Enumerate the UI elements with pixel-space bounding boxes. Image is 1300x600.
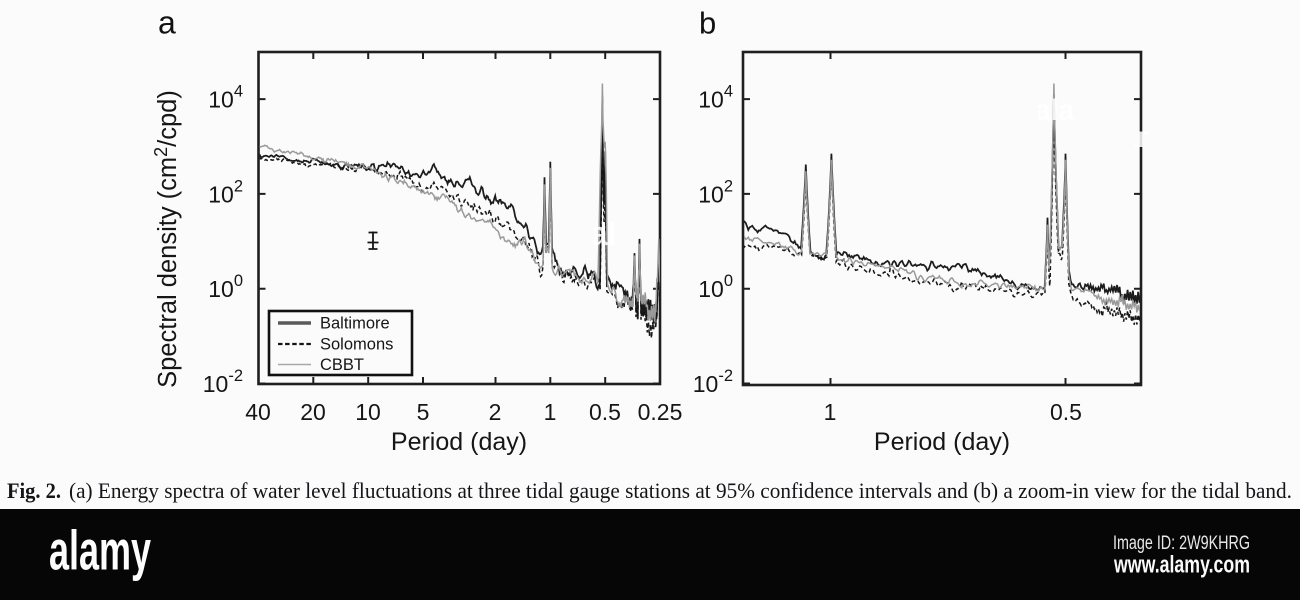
- svg-text:a: a: [158, 5, 176, 41]
- svg-text:0.5: 0.5: [1050, 399, 1082, 425]
- svg-text:10-2: 10-2: [203, 367, 243, 397]
- svg-text:Fig. 2.: Fig. 2.: [7, 478, 61, 503]
- svg-text:Period (day): Period (day): [391, 428, 527, 456]
- svg-text:20: 20: [300, 399, 326, 425]
- svg-text:1: 1: [824, 399, 837, 425]
- svg-text:1: 1: [544, 399, 557, 425]
- svg-text:10: 10: [355, 399, 381, 425]
- svg-text:40: 40: [245, 399, 271, 425]
- svg-text:CBBT: CBBT: [320, 356, 364, 374]
- svg-text:alamy: alamy: [590, 215, 680, 253]
- svg-text:Period (day): Period (day): [874, 428, 1010, 456]
- svg-text:(a) Energy spectra of water le: (a) Energy spectra of water level fluctu…: [69, 478, 1292, 503]
- svg-text:0.5: 0.5: [589, 399, 621, 425]
- svg-text:Spectral density (cm2/cpd): Spectral density (cm2/cpd): [151, 90, 182, 388]
- svg-text:b: b: [699, 6, 716, 41]
- svg-text:Image ID: 2W9KHRG: Image ID: 2W9KHRG: [1113, 533, 1250, 554]
- svg-text:alamy: alamy: [49, 518, 151, 581]
- svg-text:Baltimore: Baltimore: [320, 315, 390, 333]
- svg-text:5: 5: [417, 399, 430, 425]
- svg-text:0.25: 0.25: [638, 399, 683, 425]
- svg-text:www.alamy.com: www.alamy.com: [1113, 551, 1250, 578]
- svg-text:Solomons: Solomons: [320, 336, 393, 354]
- svg-text:2: 2: [489, 399, 502, 425]
